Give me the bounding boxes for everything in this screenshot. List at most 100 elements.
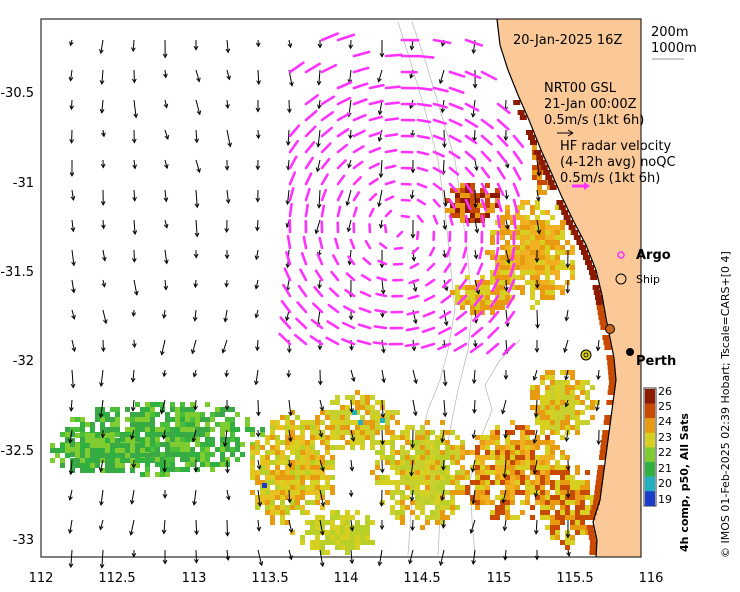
sst-pixel — [535, 240, 540, 245]
sst-pixel — [205, 447, 210, 452]
sst-pixel — [550, 290, 555, 295]
current-arrow — [69, 39, 74, 47]
sst-pixel — [375, 410, 380, 415]
sst-pixel — [345, 525, 350, 530]
radar-arrow — [379, 242, 388, 250]
sst-pixel — [230, 417, 235, 422]
sst-pixel — [295, 460, 300, 465]
sst-pixel — [335, 425, 340, 430]
sst-pixel — [425, 480, 430, 485]
sst-pixel — [550, 425, 555, 430]
current-arrow — [440, 489, 445, 502]
sst-pixel — [265, 465, 270, 470]
sst-pixel — [150, 452, 155, 457]
sst-pixel — [608, 375, 616, 380]
sst-pixel — [70, 447, 75, 452]
sst-pixel — [145, 422, 150, 427]
sst-pixel — [235, 412, 240, 417]
sst-pixel — [543, 170, 551, 175]
sst-pixel — [500, 215, 505, 220]
sst-pixel — [480, 305, 485, 310]
sst-pixel — [375, 430, 380, 435]
radar-arrow — [432, 38, 452, 45]
current-arrow — [564, 309, 570, 322]
land-polygon — [497, 19, 641, 557]
radar-arrow — [400, 198, 411, 202]
sst-pixel — [530, 385, 535, 390]
sst-pixel — [520, 435, 525, 440]
radar-arrow — [393, 246, 404, 251]
sst-pixel — [260, 490, 265, 495]
sst-pixel — [430, 500, 435, 505]
sst-pixel — [205, 427, 210, 432]
sst-pixel — [355, 525, 360, 530]
sst-pixel — [330, 520, 335, 525]
sst-pixel — [165, 417, 170, 422]
sst-pixel — [140, 412, 145, 417]
sst-pixel — [585, 390, 590, 395]
sst-pixel — [390, 490, 395, 495]
sst-pixel — [558, 205, 566, 210]
radar-arrow — [368, 177, 379, 186]
radar-arrow — [336, 143, 349, 154]
sst-pixel — [535, 255, 540, 260]
sst-pixel — [335, 515, 340, 520]
sst-pixel — [480, 280, 485, 285]
sst-pixel — [140, 407, 145, 412]
sst-pixel — [335, 435, 340, 440]
sst-pixel — [470, 480, 475, 485]
sst-pixel — [540, 165, 548, 170]
sst-pixel — [270, 460, 275, 465]
sst-pixel — [430, 475, 435, 480]
sst-pixel — [505, 445, 510, 450]
sst-pixel — [110, 453, 115, 458]
sst-pixel — [345, 550, 350, 555]
sst-pixel — [580, 530, 585, 535]
sst-pixel — [575, 490, 580, 495]
radar-arrow — [384, 53, 403, 58]
current-arrow — [505, 249, 511, 265]
current-arrow — [99, 69, 105, 86]
radar-arrow — [341, 338, 356, 346]
sst-pixel — [555, 260, 560, 265]
sst-pixel — [500, 495, 505, 500]
sst-pixel — [130, 417, 135, 422]
sst-pixel — [525, 455, 530, 460]
sst-pixel — [200, 432, 205, 437]
sst-pixel — [560, 285, 565, 290]
radar-arrow — [420, 342, 436, 349]
sst-pixel — [375, 475, 380, 480]
current-arrow — [224, 159, 230, 171]
sst-pixel — [315, 420, 320, 425]
sst-pixel — [145, 412, 150, 417]
radar-arrow — [373, 325, 388, 330]
current-arrow — [285, 189, 291, 206]
radar-arrow — [288, 187, 295, 202]
sst-pixel — [540, 475, 545, 480]
current-arrow — [193, 459, 199, 473]
radar-arrow — [368, 146, 382, 154]
sst-pixel — [555, 415, 560, 420]
sst-pixel — [556, 200, 564, 205]
sst-pixel — [570, 275, 575, 280]
sst-pixel — [220, 422, 225, 427]
radar-arrow — [416, 86, 433, 92]
sst-pixel — [520, 205, 525, 210]
sst-pixel — [305, 485, 310, 490]
sst-pixel — [170, 402, 175, 407]
sst-pixel — [280, 515, 285, 520]
radar-arrow — [423, 294, 436, 302]
sst-pixel — [195, 412, 200, 417]
sst-pixel — [255, 495, 260, 500]
sst-pixel — [95, 448, 100, 453]
current-arrow — [255, 39, 261, 48]
sst-pixel — [460, 440, 465, 445]
sst-pixel — [90, 458, 95, 463]
sst-pixel — [300, 485, 305, 490]
sst-pixel — [560, 540, 565, 545]
sst-pixel — [230, 437, 235, 442]
sst-pixel — [495, 510, 500, 515]
radar-arrow — [464, 214, 470, 227]
sst-pixel — [95, 438, 100, 443]
sst-pixel — [90, 468, 95, 473]
